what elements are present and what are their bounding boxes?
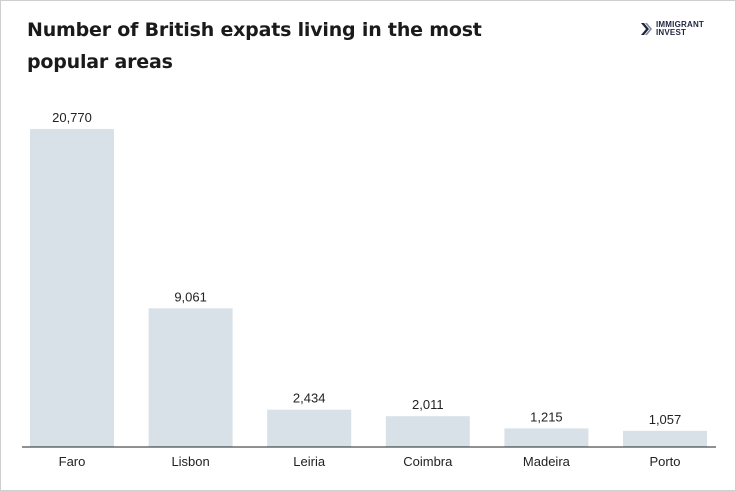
category-label-lisbon: Lisbon (171, 454, 209, 469)
category-label-coimbra: Coimbra (403, 454, 453, 469)
brand-line-1: IMMIGRANT (656, 20, 705, 29)
brand-line-2: INVEST (656, 28, 687, 37)
value-label-porto: 1,057 (649, 412, 682, 427)
chart-title: Number of British expats living in the m… (27, 19, 482, 73)
category-labels-group: Faro Lisbon Leiria Coimbra Madeira Porto (59, 454, 681, 469)
category-label-leiria: Leiria (293, 454, 326, 469)
value-label-madeira: 1,215 (530, 409, 563, 424)
category-label-faro: Faro (59, 454, 86, 469)
bar-madeira (504, 428, 589, 447)
brand-logo: IMMIGRANT INVEST (640, 21, 704, 37)
bar-lisbon (148, 308, 233, 447)
bars-group (30, 129, 707, 447)
value-label-leiria: 2,434 (293, 391, 326, 406)
brand-name: IMMIGRANT INVEST (656, 21, 704, 37)
bar-leiria (267, 409, 352, 447)
value-label-lisbon: 9,061 (174, 289, 207, 304)
bar-faro (30, 129, 114, 447)
bar-porto (623, 430, 707, 447)
value-label-faro: 20,770 (52, 110, 92, 125)
category-label-madeira: Madeira (523, 454, 571, 469)
chevron-right-icon (641, 23, 652, 35)
category-label-porto: Porto (649, 454, 680, 469)
value-label-coimbra: 2,011 (412, 397, 444, 412)
value-labels-group: 20,770 9,061 2,434 2,011 1,215 1,057 (52, 110, 681, 427)
bar-coimbra (385, 416, 470, 447)
